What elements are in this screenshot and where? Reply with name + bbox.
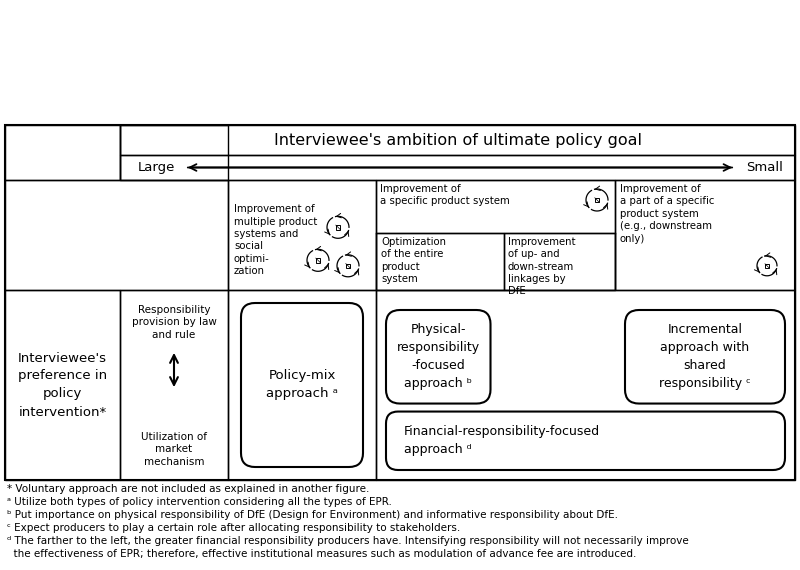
Text: Financial-responsibility-focused
approach ᵈ: Financial-responsibility-focused approac… [404, 425, 600, 456]
Text: Improvement of
a specific product system: Improvement of a specific product system [380, 184, 510, 206]
Bar [120, 125, 795, 155]
FancyBboxPatch shape [386, 310, 490, 404]
FancyBboxPatch shape [386, 412, 785, 470]
FancyBboxPatch shape [625, 310, 785, 404]
Bar [120, 125, 228, 180]
Text: ᶜ Expect producers to play a certain role after allocating responsibility to sta: ᶜ Expect producers to play a certain rol… [7, 523, 460, 533]
Text: Optimization
of the entire
product
system: Optimization of the entire product syste… [381, 237, 446, 284]
Text: Improvement
of up- and
down-stream
linkages by
DfE: Improvement of up- and down-stream linka… [508, 237, 576, 296]
Text: Improvement of
multiple product
systems and
social
optimi-
zation: Improvement of multiple product systems … [234, 204, 318, 276]
Text: Interviewee's
preference in
policy
intervention*: Interviewee's preference in policy inter… [18, 352, 107, 418]
Bar [5, 125, 120, 180]
FancyBboxPatch shape [241, 303, 363, 467]
Text: ᵈ The farther to the left, the greater financial responsibility producers have. : ᵈ The farther to the left, the greater f… [7, 536, 689, 546]
Bar [5, 290, 120, 480]
Text: * Voluntary approach are not included as explained in another figure.: * Voluntary approach are not included as… [7, 484, 370, 494]
Bar [615, 180, 795, 290]
Text: Interviewee's ambition of ultimate policy goal: Interviewee's ambition of ultimate polic… [274, 132, 642, 148]
Bar [594, 198, 599, 202]
Text: Utilization of
market
mechanism: Utilization of market mechanism [141, 432, 207, 467]
Text: Physical-
responsibility
-focused
approach ᵇ: Physical- responsibility -focused approa… [397, 323, 480, 390]
Bar [228, 180, 376, 290]
Bar [5, 180, 228, 290]
Text: Policy-mix
approach ᵃ: Policy-mix approach ᵃ [266, 369, 338, 401]
Text: Responsibility
provision by law
and rule: Responsibility provision by law and rule [131, 305, 217, 340]
Bar [228, 290, 376, 480]
Bar [376, 180, 615, 290]
Bar [316, 258, 320, 263]
Bar [336, 225, 340, 230]
Bar [346, 263, 350, 268]
Bar [376, 233, 504, 290]
Bar [504, 233, 615, 290]
Text: Improvement of
a part of a specific
product system
(e.g., downstream
only): Improvement of a part of a specific prod… [620, 184, 714, 243]
Text: Incremental
approach with
shared
responsibility ᶜ: Incremental approach with shared respons… [659, 323, 751, 390]
Bar [120, 155, 795, 180]
Bar [5, 125, 795, 480]
Bar [376, 290, 795, 480]
Text: Large: Large [138, 161, 175, 174]
Bar [120, 290, 228, 480]
Text: ᵇ Put importance on physical responsibility of DfE (Design for Environment) and : ᵇ Put importance on physical responsibil… [7, 510, 618, 520]
Text: Small: Small [746, 161, 783, 174]
Text: ᵃ Utilize both types of policy intervention considering all the types of EPR.: ᵃ Utilize both types of policy intervent… [7, 497, 392, 507]
Bar [765, 264, 769, 268]
Text: the effectiveness of EPR; therefore, effective institutional measures such as mo: the effectiveness of EPR; therefore, eff… [7, 549, 636, 559]
